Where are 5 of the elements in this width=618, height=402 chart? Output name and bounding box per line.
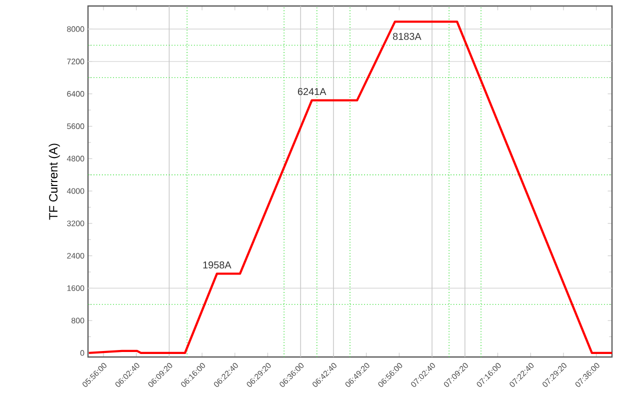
annotation: 8183A [392, 32, 422, 40]
y-axis-title: TF Current (A) [48, 144, 60, 220]
annotation: 1958A [203, 261, 232, 268]
annotation: 6241A [298, 88, 326, 96]
line-series [88, 20, 614, 354]
